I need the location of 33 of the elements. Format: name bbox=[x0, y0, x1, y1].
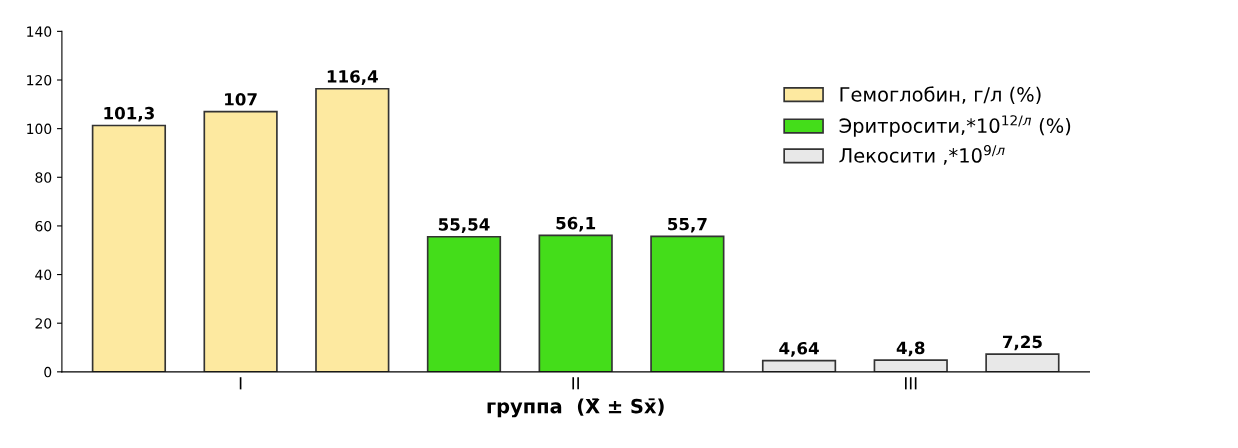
bar bbox=[538, 234, 613, 372]
bar bbox=[426, 235, 502, 372]
bar bbox=[873, 359, 948, 372]
x-axis-title: группа (X̄ ± Sx̄) bbox=[487, 398, 664, 418]
y-tick-label: 40 bbox=[35, 269, 52, 281]
y-tick-label: 120 bbox=[27, 74, 52, 86]
data-label: 56,1 bbox=[556, 216, 596, 232]
data-label: 55,7 bbox=[668, 217, 707, 233]
x-tick-label: III bbox=[905, 377, 917, 390]
data-label: 7,25 bbox=[1002, 335, 1042, 351]
y-tick-label: 20 bbox=[35, 318, 52, 329]
x-tick-label: II bbox=[572, 377, 579, 390]
y-tick-label: 80 bbox=[35, 172, 52, 183]
data-label: 4,8 bbox=[896, 341, 925, 357]
data-label: 55,54 bbox=[438, 218, 490, 233]
data-label: 4,64 bbox=[779, 341, 819, 357]
x-tick-label: I bbox=[239, 377, 242, 390]
y-tick-label: 140 bbox=[27, 26, 52, 37]
y-tick-label: 100 bbox=[27, 123, 52, 135]
data-label: 107 bbox=[225, 93, 257, 106]
data-label: 101,3 bbox=[104, 106, 154, 122]
legend-label: Лекосити ,*10$^{9/л}$ bbox=[839, 144, 1005, 165]
y-tick-label: 60 bbox=[35, 220, 52, 232]
bar bbox=[761, 359, 837, 372]
bar bbox=[315, 87, 390, 372]
bar bbox=[203, 110, 278, 372]
bar bbox=[91, 124, 167, 372]
bar bbox=[650, 235, 725, 372]
y-tick-label: 0 bbox=[44, 366, 52, 378]
legend-label: Эритросити,*10$^{12/л}$ (%) bbox=[839, 115, 1071, 137]
legend-label: Гемоглобин, г/л (%) bbox=[840, 86, 1041, 104]
data-label: 116,4 bbox=[327, 70, 378, 85]
bar bbox=[985, 353, 1060, 372]
